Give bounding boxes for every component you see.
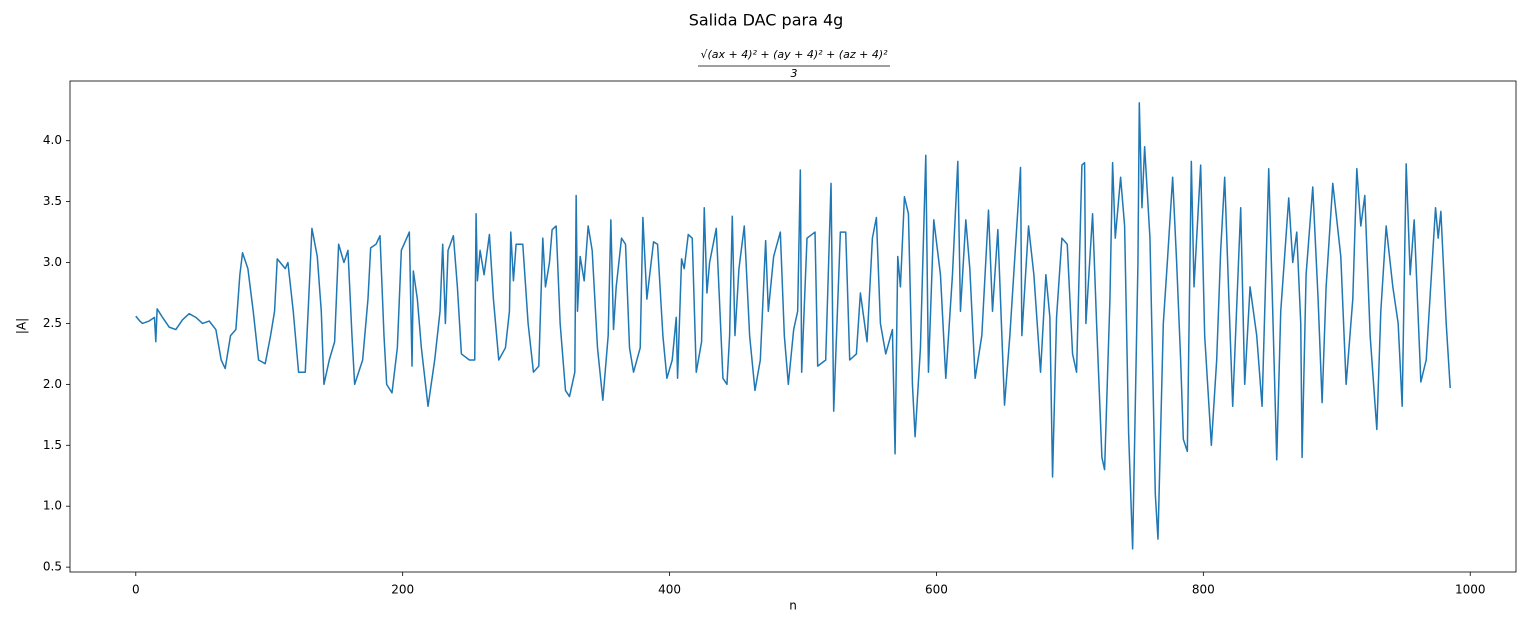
x-tick-label: 0 <box>132 583 140 597</box>
y-tick-label: 0.5 <box>43 560 62 574</box>
y-axis-label: |A| <box>15 318 29 334</box>
y-tick-label: 1.5 <box>43 438 62 452</box>
subtitle-numerator: √(ax + 4)² + (ay + 4)² + (az + 4)² <box>700 48 888 61</box>
x-tick-label: 1000 <box>1455 583 1486 597</box>
chart-title: Salida DAC para 4g <box>689 11 844 30</box>
x-tick-label: 200 <box>391 583 414 597</box>
x-axis-label: n <box>789 599 797 613</box>
plot-frame <box>69 80 1517 573</box>
y-tick-label: 3.5 <box>43 194 62 208</box>
x-tick-label: 800 <box>1192 583 1215 597</box>
data-line <box>135 102 1451 550</box>
y-tick-label: 2.0 <box>43 377 62 391</box>
y-tick-label: 1.0 <box>43 499 62 513</box>
y-tick-label: 4.0 <box>43 133 62 147</box>
y-tick-label: 2.5 <box>43 316 62 330</box>
y-tick-label: 3.0 <box>43 255 62 269</box>
subtitle-denominator: 3 <box>791 67 798 80</box>
x-tick-label: 600 <box>925 583 948 597</box>
x-tick-label: 400 <box>658 583 681 597</box>
